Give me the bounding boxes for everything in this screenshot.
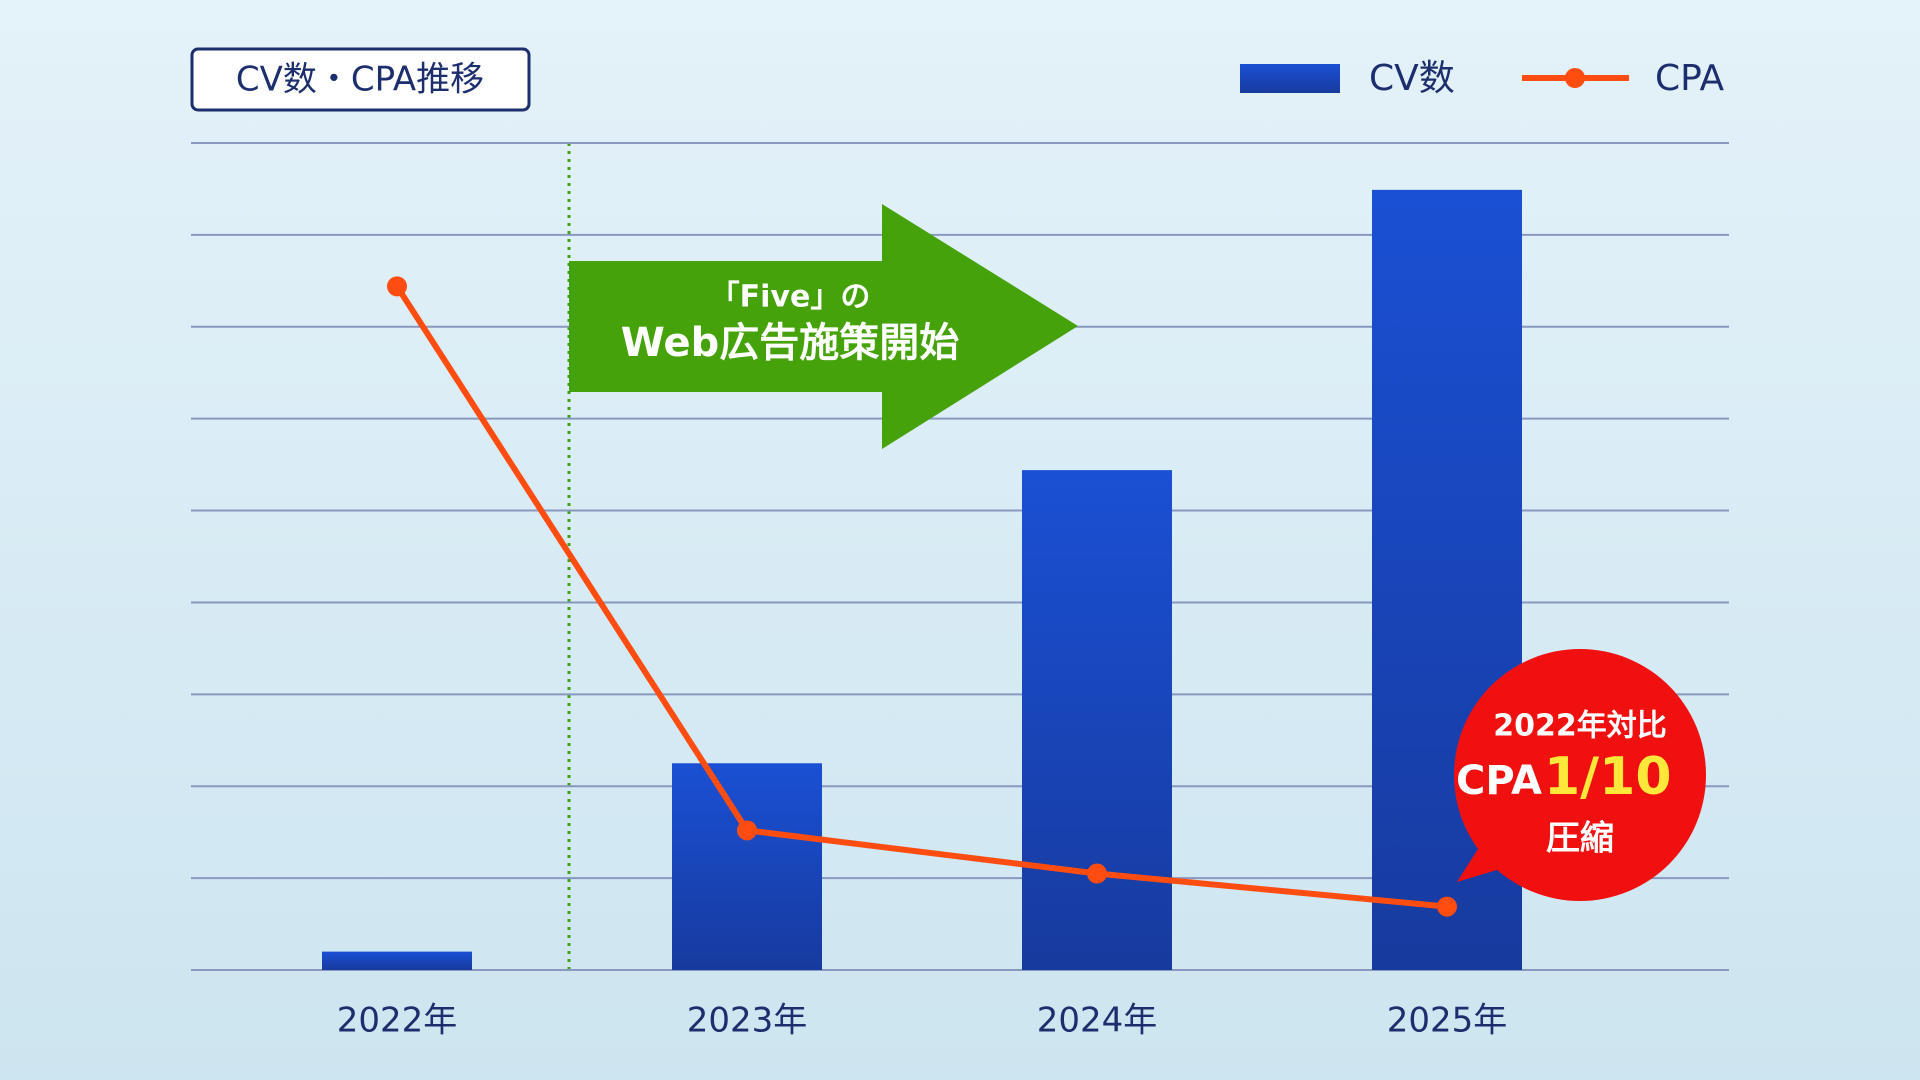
chart-title: CV数・CPA推移 xyxy=(236,60,484,100)
bar xyxy=(322,951,472,970)
x-tick-label: 2024年 xyxy=(1037,1001,1158,1041)
badge-text: 1/10 xyxy=(1544,747,1672,807)
cpa-point xyxy=(1087,863,1107,884)
legend-swatch xyxy=(1240,64,1340,93)
arrow-text: 「Five」の xyxy=(710,280,871,315)
cpa-point xyxy=(387,276,407,297)
x-tick-label: 2025年 xyxy=(1387,1001,1508,1041)
legend-label: CV数 xyxy=(1369,58,1455,99)
arrow xyxy=(569,204,1078,449)
legend-swatch xyxy=(1565,68,1585,88)
cpa-point xyxy=(1437,896,1457,917)
x-tick-label: 2023年 xyxy=(687,1001,808,1041)
badge-text: 2022年対比 xyxy=(1493,709,1667,744)
bar xyxy=(1022,470,1172,970)
badge-text: 圧縮 xyxy=(1546,819,1614,859)
bar xyxy=(672,763,822,970)
badge: 2022年対比 CPA 1/10 圧縮 xyxy=(1454,649,1706,901)
arrow-text: Web広告施策開始 xyxy=(621,320,959,366)
title-box xyxy=(190,47,531,112)
badge-text: CPA xyxy=(1456,758,1542,804)
x-tick-label: 2022年 xyxy=(337,1001,458,1041)
cpa-point xyxy=(737,820,757,841)
legend-label: CPA xyxy=(1655,58,1725,99)
cpa-line xyxy=(394,284,1448,910)
badge-circle xyxy=(1454,649,1706,901)
